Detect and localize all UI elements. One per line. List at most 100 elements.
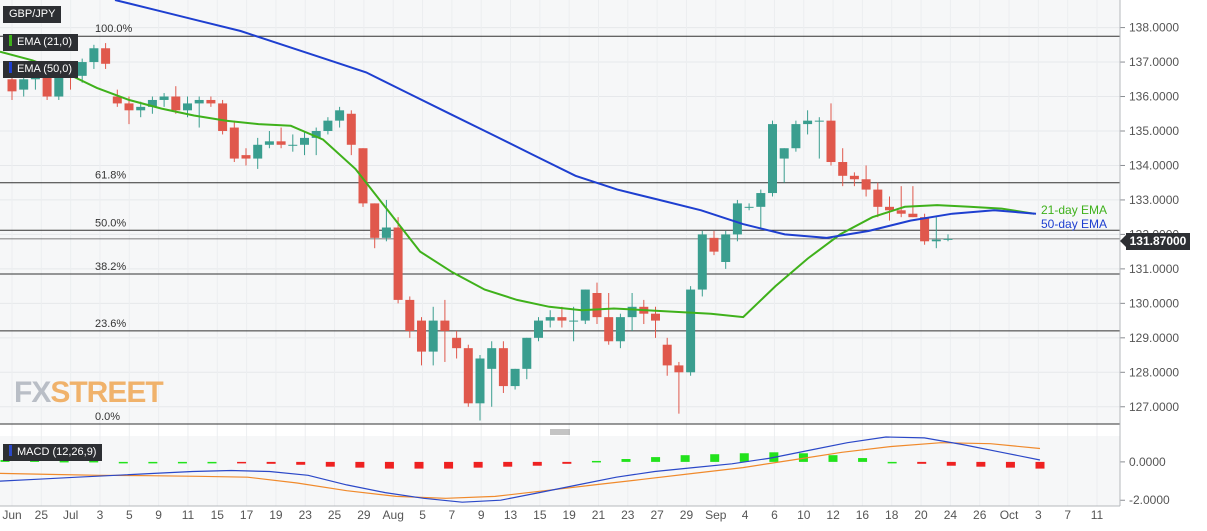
- candle-body: [300, 137, 309, 145]
- candle-body: [405, 299, 415, 331]
- candle-body: [218, 103, 228, 131]
- fib-level-label: 0.0%: [95, 411, 120, 423]
- candle-body: [732, 203, 742, 235]
- candle-body: [241, 155, 251, 159]
- x-tick-label: 29: [357, 508, 371, 522]
- candle-body: [54, 68, 64, 97]
- y-tick-label: 130.0000: [1129, 296, 1179, 310]
- candle-body: [498, 348, 508, 387]
- candle-body: [744, 206, 754, 208]
- candle-body: [7, 79, 17, 92]
- candle-body: [873, 189, 883, 207]
- ema50-legend[interactable]: EMA (50,0): [3, 61, 79, 78]
- candle-body: [814, 120, 824, 122]
- macd-histogram-bar: [828, 455, 838, 462]
- candle-body: [452, 337, 462, 349]
- candle-body: [89, 48, 99, 63]
- x-tick-label: 23: [299, 508, 313, 522]
- x-tick-label: Jul: [63, 508, 78, 522]
- x-tick-label: 7: [1064, 508, 1071, 522]
- macd-histogram-bar: [444, 461, 454, 469]
- macd-histogram-bar: [177, 461, 187, 464]
- candle-body: [381, 227, 391, 238]
- macd-histogram-bar: [976, 461, 986, 467]
- macd-legend[interactable]: MACD (12,26,9): [3, 444, 103, 461]
- macd-histogram-bar: [503, 461, 513, 467]
- panel-resize-handle[interactable]: [550, 429, 570, 435]
- candle-body: [580, 289, 590, 321]
- macd-histogram-bar: [414, 461, 424, 469]
- macd-histogram-bar: [798, 453, 808, 462]
- macd-histogram-bar: [887, 461, 897, 464]
- fibonacci-levels: 100.0% 61.8% 50.0% 38.2% 23.6% 0.0%: [0, 23, 1120, 425]
- x-tick-label: 7: [449, 508, 456, 522]
- candle-body: [475, 358, 485, 404]
- macd-histogram-bar: [739, 453, 749, 462]
- x-tick-label: 19: [562, 508, 576, 522]
- candle-body: [545, 317, 555, 321]
- macd-histogram-bar: [562, 461, 572, 464]
- candles: [7, 43, 953, 421]
- candle-body: [931, 239, 941, 242]
- macd-histogram-bar: [473, 461, 483, 468]
- macd-histogram-bar: [355, 461, 365, 468]
- macd-histogram-bar: [266, 461, 276, 464]
- x-tick-label: 24: [944, 508, 958, 522]
- ema21-annotation: 21-day EMA: [1041, 203, 1107, 217]
- macd-histogram-bar: [532, 461, 542, 466]
- candle-body: [417, 320, 426, 352]
- candle-body: [651, 313, 660, 321]
- candle-body: [77, 62, 87, 76]
- x-tick-label: 5: [126, 508, 133, 522]
- y-tick-label: 131.0000: [1129, 262, 1179, 276]
- macd-histogram-bar: [621, 459, 631, 462]
- x-tick-label: 6: [771, 508, 778, 522]
- y-tick-label: 137.0000: [1129, 55, 1179, 69]
- ema21-legend[interactable]: EMA (21,0): [3, 34, 79, 51]
- x-tick-label: 26: [973, 508, 987, 522]
- x-tick-label: Sep: [705, 508, 727, 522]
- candle-body: [101, 48, 111, 64]
- macd-histogram-bar: [651, 457, 661, 462]
- x-tick-label: 4: [742, 508, 749, 522]
- ema50-swatch: [9, 62, 12, 73]
- y-tick-label: 133.0000: [1129, 193, 1179, 207]
- candle-body: [908, 213, 918, 218]
- x-tick-label: 11: [182, 508, 195, 522]
- ema50-annotation: 50-day EMA: [1041, 217, 1107, 231]
- macd-tick-label: -2.0000: [1129, 493, 1170, 507]
- y-tick-label: 135.0000: [1129, 124, 1179, 138]
- x-tick-label: 25: [328, 508, 342, 522]
- x-tick-label: 17: [240, 508, 254, 522]
- macd-histogram-bar: [1005, 461, 1015, 468]
- candle-body: [346, 113, 356, 145]
- candle-body: [335, 110, 345, 121]
- x-tick-label: 15: [211, 508, 225, 522]
- symbol-label[interactable]: GBP/JPY: [3, 6, 62, 23]
- candle-body: [323, 120, 333, 131]
- candle-body: [370, 203, 380, 238]
- candle-body: [229, 127, 239, 159]
- candle-body: [697, 234, 707, 290]
- candle-body: [849, 175, 859, 180]
- candle-body: [522, 337, 532, 369]
- ema50-line: [114, 0, 1037, 239]
- y-tick-label: 138.0000: [1129, 21, 1179, 35]
- x-tick-label: 19: [269, 508, 283, 522]
- axes: 127.0000128.0000129.0000130.0000131.0000…: [2, 21, 1179, 522]
- macd-histogram-bar: [946, 461, 956, 466]
- candle-body: [896, 210, 906, 214]
- y-tick-label: 127.0000: [1129, 400, 1179, 414]
- candle-body: [253, 144, 263, 159]
- last-price-tag: 131.87000: [1120, 233, 1190, 250]
- macd-histogram-bar: [1035, 461, 1045, 469]
- x-tick-label: 12: [826, 508, 840, 522]
- macd-histogram-bar: [680, 455, 690, 462]
- candle-body: [569, 320, 579, 322]
- candle-body: [393, 227, 403, 300]
- candle-body: [615, 317, 625, 342]
- candle-body: [604, 317, 614, 342]
- candle-body: [194, 99, 204, 104]
- candle-body: [592, 293, 602, 318]
